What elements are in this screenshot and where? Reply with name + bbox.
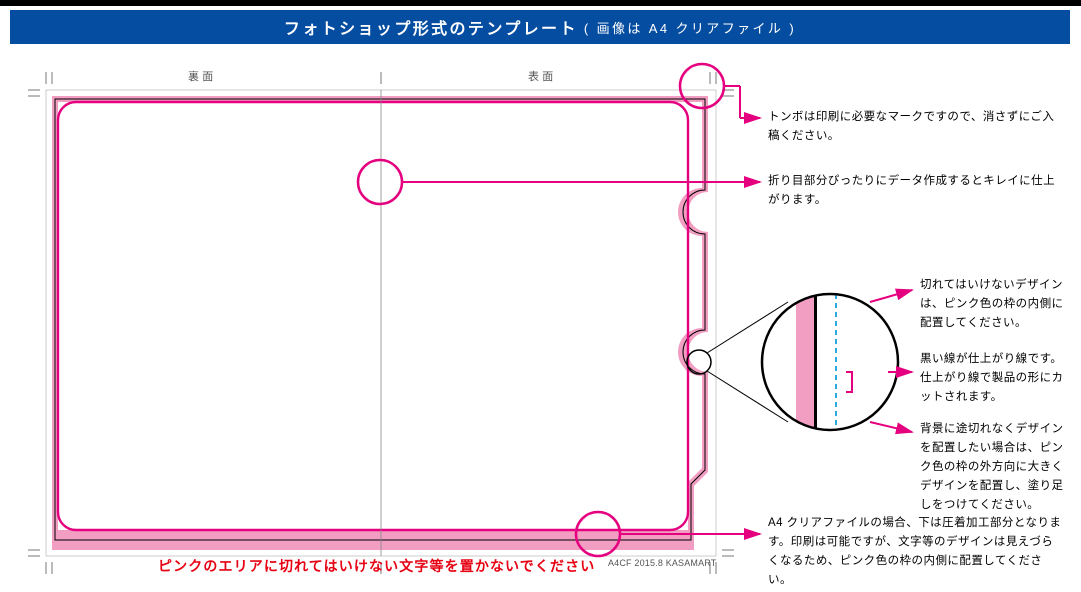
callout-circle-tombo	[680, 64, 724, 108]
annotation-5: 背景に途切れなくデザインを配置したい場合は、ピンク色の枠の外方向に大きくデザイン…	[920, 420, 1068, 515]
callout-circle-bottom	[576, 512, 620, 556]
annotation-4: 黒い線が仕上がり線です。仕上がり線で製品の形にカットされます。	[920, 350, 1068, 407]
banner-sub: ( 画像は A4 クリアファイル )	[584, 18, 796, 37]
callout-circle-fold	[358, 160, 402, 204]
annotation-1: トンボは印刷に必要なマークですので、消さずにご入稿ください。	[768, 108, 1058, 146]
top-black-bar	[0, 0, 1081, 6]
annotation-layer: トンボは印刷に必要なマークですので、消さずにご入稿ください。 折り目部分ぴったり…	[0, 72, 1081, 574]
page-title-banner: フォトショップ形式のテンプレート ( 画像は A4 クリアファイル )	[10, 10, 1070, 44]
zoom-magnifier	[687, 290, 912, 432]
banner-main: フォトショップ形式のテンプレート	[284, 15, 578, 39]
annotation-6: A4 クリアファイルの場合、下は圧着加工部分となります。印刷は可能ですが、文字等…	[768, 514, 1062, 590]
annotation-2: 折り目部分ぴったりにデータ作成するとキレイに仕上がります。	[768, 172, 1058, 210]
annotation-3: 切れてはいけないデザインは、ピンク色の枠の内側に配置してください。	[920, 276, 1068, 333]
